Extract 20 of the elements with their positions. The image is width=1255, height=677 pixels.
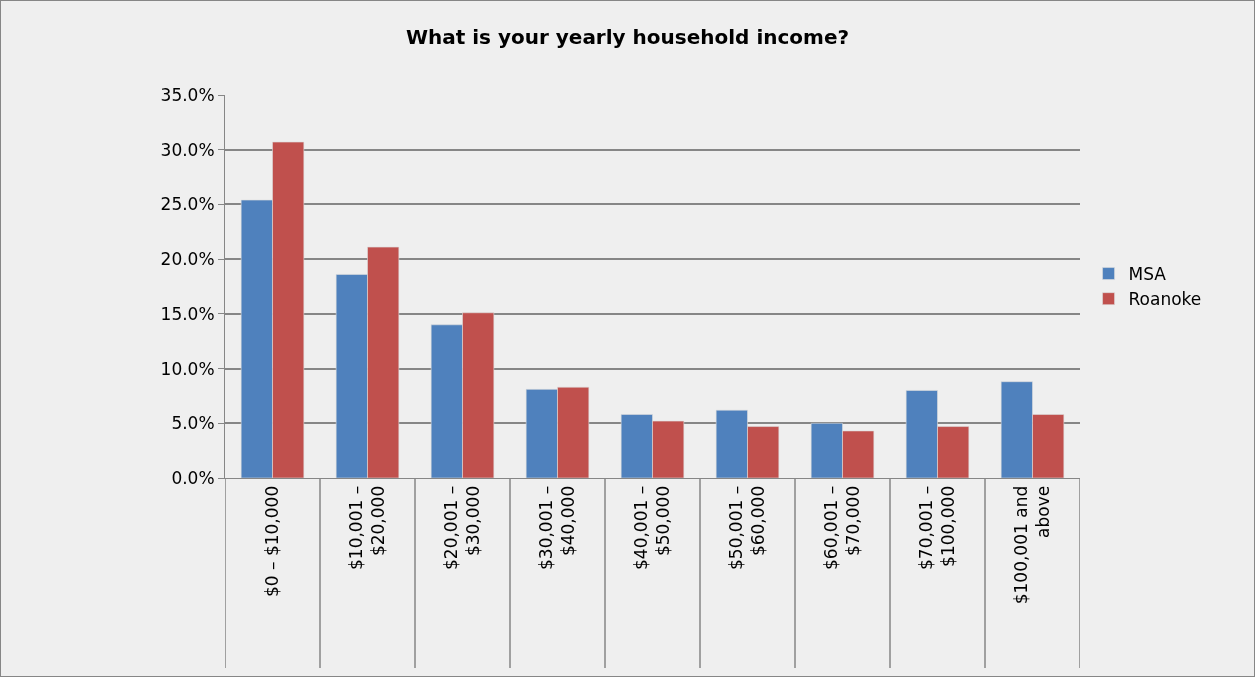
x-tick-label: $30,001 – $40,000 — [535, 485, 579, 570]
x-tick-label: $100,001 and above — [1010, 485, 1054, 605]
x-tick-label: $70,001 – $100,000 — [915, 485, 959, 570]
x-tick-label: $60,001 – $70,000 — [820, 485, 864, 570]
y-tick-label: 15.0% — [160, 303, 215, 324]
y-tick-label: 20.0% — [160, 249, 215, 270]
x-tick-label: $0 – $10,000 — [262, 485, 283, 598]
x-tick-label: $40,001 – $50,000 — [630, 485, 674, 570]
y-tick-label: 30.0% — [160, 139, 215, 160]
x-tick-label: $50,001 – $60,000 — [725, 485, 769, 570]
y-tick-label: 10.0% — [160, 358, 215, 379]
chart-title: What is your yearly household income? — [405, 25, 850, 50]
x-tick-label: $10,001 – $20,000 — [345, 485, 389, 570]
x-tick-label: $20,001 – $30,000 — [440, 485, 484, 570]
y-tick-label: 25.0% — [160, 194, 215, 215]
y-tick-label: 0.0% — [171, 467, 215, 488]
legend-label: MSA — [1128, 264, 1167, 285]
legend-label: Roanoke — [1128, 289, 1202, 310]
y-tick-label: 5.0% — [171, 413, 215, 434]
y-tick-label: 35.0% — [160, 84, 215, 105]
